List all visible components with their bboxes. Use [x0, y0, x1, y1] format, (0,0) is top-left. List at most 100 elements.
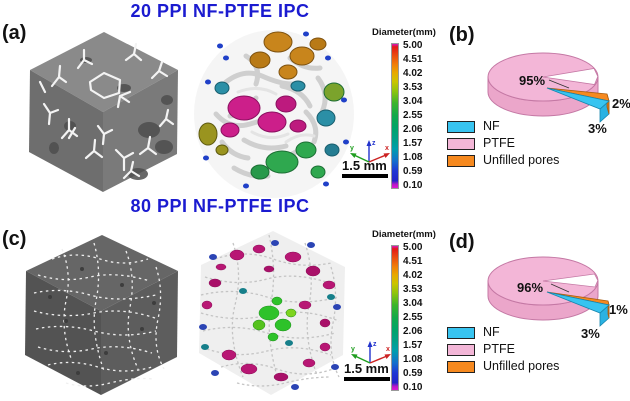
legend-swatch-nf — [447, 120, 475, 133]
ptfe-skeleton-overlay — [236, 87, 316, 144]
scale-bar-label: 1.5 mm — [342, 158, 387, 173]
colorbar-20ppi: Diameter(mm) 5.00 4.51 4.02 3.53 3.04 2.… — [372, 27, 436, 191]
legend-row-ptfe: PTFE — [447, 343, 577, 356]
legend-row-ptfe: PTFE — [447, 137, 577, 150]
x-axis-arrow — [384, 354, 391, 359]
scale-bar-label: 1.5 mm — [344, 361, 389, 376]
axis-triad: z x y — [351, 341, 391, 364]
pie-legend: NF PTFE Unfilled pores — [447, 326, 577, 377]
pore-diameter-render-20ppi — [194, 30, 354, 198]
legend-swatch-unfilled — [447, 154, 475, 167]
panel-label-c: (c) — [2, 228, 27, 250]
axis-triad: z x y — [350, 140, 390, 163]
colorbar-tick: 4.51 — [403, 256, 423, 267]
x-axis-label: x — [386, 346, 390, 353]
title-80ppi: 80 PPI NF-PTFE IPC — [130, 196, 310, 216]
legend-row-unfilled: Unfilled pores — [447, 154, 577, 167]
ptfe-fine-mesh — [200, 234, 340, 387]
pore-dots-blue — [203, 31, 349, 189]
legend-swatch-ptfe — [447, 137, 475, 150]
legend-label: PTFE — [483, 342, 515, 356]
colorbar-title: Diameter(mm) — [372, 27, 436, 38]
pie-label-ptfe: 95% — [519, 73, 546, 88]
z-axis-arrow — [367, 341, 373, 347]
cube-left-face — [29, 70, 103, 192]
pie-legend: NF PTFE Unfilled pores — [447, 120, 577, 171]
colorbar-tick: 1.08 — [403, 354, 423, 365]
colorbar-ticks: 5.00 4.51 4.02 3.53 3.04 2.55 2.06 1.57 … — [403, 41, 422, 191]
pore-blobs-teal — [214, 80, 340, 157]
scale-bar: 1.5 mm — [342, 158, 388, 178]
cube-left-face — [25, 271, 101, 395]
colorbar-tick: 5.00 — [403, 242, 423, 253]
colorbar-ticks: 5.00 4.51 4.02 3.53 3.04 2.55 2.06 1.57 … — [403, 243, 422, 393]
colorbar-tick: 5.00 — [403, 40, 423, 51]
micro-ct-cube-20ppi — [29, 32, 178, 192]
colorbar-tick: 0.59 — [403, 166, 423, 177]
colorbar-tick: 0.59 — [403, 368, 423, 379]
pie-label-unfilled: 1% — [609, 302, 628, 317]
title-20ppi: 20 PPI NF-PTFE IPC — [130, 1, 310, 21]
pie-chart-20ppi — [487, 52, 610, 123]
pie-label-leader-line — [550, 283, 570, 293]
colorbar-tick: 4.51 — [403, 54, 423, 65]
pore-blobs-green — [250, 82, 345, 180]
pie-label-leader-line — [548, 79, 570, 89]
x-axis-label: x — [385, 145, 389, 152]
micro-ct-cube-80ppi — [25, 235, 178, 395]
y-axis-label: y — [350, 145, 354, 152]
y-axis-arrow — [351, 354, 358, 359]
pie-label-ptfe: 96% — [517, 280, 544, 295]
colorbar-tick: 1.57 — [403, 340, 423, 351]
legend-label: NF — [483, 325, 500, 339]
colorbar-tick: 2.55 — [403, 110, 423, 121]
panel-label-a: (a) — [2, 22, 27, 44]
colorbar-tick: 3.53 — [403, 284, 423, 295]
fine-nf-speckle-texture — [33, 242, 165, 387]
colorbar-tick: 1.57 — [403, 138, 423, 149]
z-axis-arrow — [366, 140, 372, 146]
z-axis-label: z — [373, 341, 377, 348]
legend-label: PTFE — [483, 136, 515, 150]
legend-swatch-unfilled — [447, 360, 475, 373]
panel-label-b: (b) — [449, 24, 475, 46]
cube-right-face — [101, 271, 178, 395]
scale-bar-line — [342, 174, 388, 178]
pie-label-nf: 3% — [588, 121, 607, 136]
colorbar-title: Diameter(mm) — [372, 229, 436, 240]
pie-chart-80ppi — [487, 256, 610, 327]
colorbar-tick: 2.55 — [403, 312, 423, 323]
colorbar-tick: 3.53 — [403, 82, 423, 93]
nf-strut-veins — [38, 42, 175, 180]
y-axis-label: y — [351, 346, 355, 353]
colorbar-gradient — [391, 245, 399, 391]
pie-slice-nf — [546, 291, 610, 314]
scale-bar: 1.5 mm — [344, 361, 390, 381]
legend-label: NF — [483, 119, 500, 133]
colorbar-80ppi: Diameter(mm) 5.00 4.51 4.02 3.53 3.04 2.… — [372, 229, 436, 393]
legend-row-nf: NF — [447, 326, 577, 339]
legend-row-nf: NF — [447, 120, 577, 133]
legend-swatch-nf — [447, 326, 475, 339]
pie-notch — [542, 68, 599, 85]
colorbar-tick: 1.08 — [403, 152, 423, 163]
colorbar-tick: 2.06 — [403, 326, 423, 337]
pie-notch — [542, 273, 599, 288]
cube-top-face — [26, 235, 178, 311]
pore-cluster-green — [252, 296, 297, 342]
colorbar-tick: 0.10 — [403, 180, 423, 191]
dark-speckles — [48, 267, 156, 375]
pie-label-nf: 3% — [581, 326, 600, 341]
pore-blobs-magenta — [220, 95, 307, 138]
colorbar-gradient — [391, 43, 399, 189]
pore-patches-teal — [201, 288, 335, 350]
colorbar-tick: 4.02 — [403, 68, 423, 79]
scale-bar-line — [344, 377, 390, 381]
colorbar-tick: 3.04 — [403, 298, 423, 309]
legend-label: Unfilled pores — [483, 359, 560, 373]
colorbar-tick: 3.04 — [403, 96, 423, 107]
colorbar-tick: 0.10 — [403, 382, 423, 393]
legend-label: Unfilled pores — [483, 153, 560, 167]
pie-slice-nf — [546, 87, 610, 110]
pore-patches-blue — [199, 240, 341, 390]
